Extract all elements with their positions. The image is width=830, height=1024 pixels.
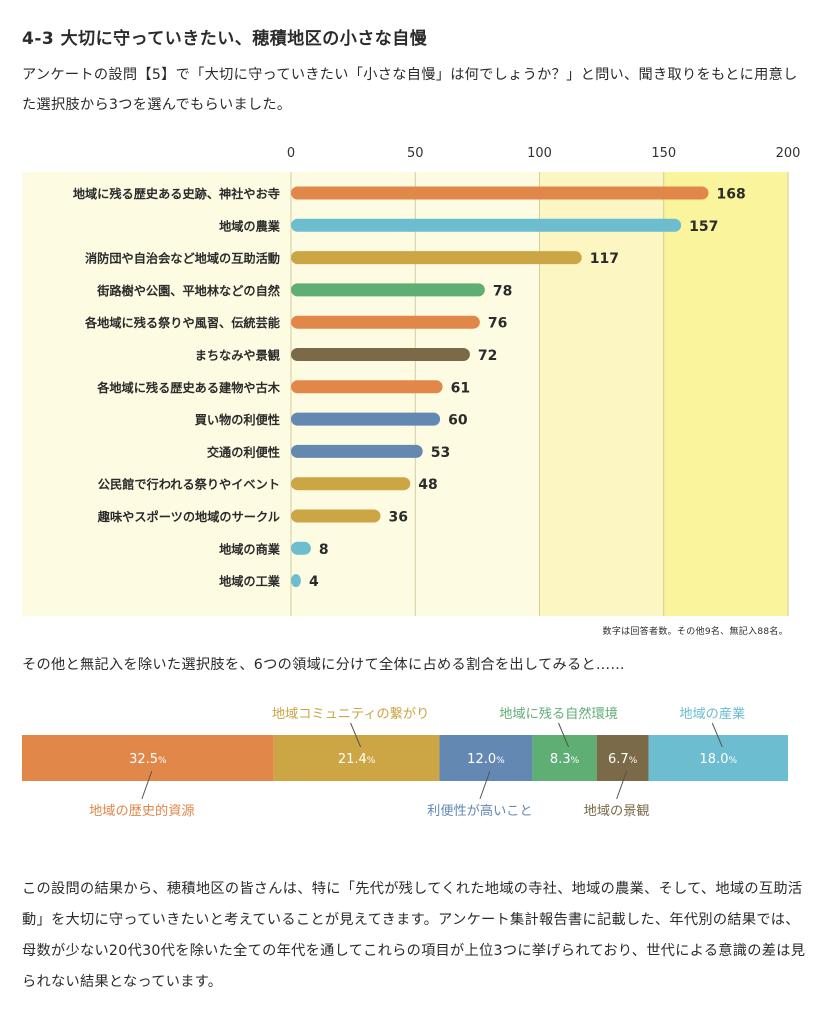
segment-value: 8.3% (550, 752, 580, 767)
category-label: 公民館で行われる祭りやイベント (98, 477, 280, 492)
stacked-share-chart: 32.5% 地域の歴史的資源 21.4% 地域コミュニティの繋がり 12.0% 利便性が高… (22, 705, 788, 819)
leader-line (616, 770, 628, 800)
bar (291, 541, 311, 555)
value-label: 117 (590, 251, 619, 267)
segment-name: 地域に残る自然環境 (499, 705, 618, 722)
category-label: 地域の商業 (219, 541, 281, 556)
bar (291, 218, 682, 232)
mid-text: その他と無記入を除いた選択肢を、6つの領域に分けて全体に占める割合を出してみると… (22, 657, 625, 673)
bar (291, 251, 582, 265)
bar (291, 477, 411, 491)
value-label: 72 (478, 348, 497, 364)
value-label: 76 (488, 316, 507, 332)
value-label: 61 (451, 380, 470, 396)
x-tick-label: 0 (287, 146, 295, 161)
bar (291, 509, 381, 523)
x-tick-label: 100 (527, 146, 552, 161)
horizontal-bar-chart: 0 50 100 150 200 地域に残る歴史ある史跡、神社やお寺 168 地域の農業 157… (22, 146, 801, 616)
intro-text: アンケートの設問【5】で「大切に守っていきたい「小さな自慢」は何でしょうか？」と… (22, 67, 798, 113)
segment-value: 32.5% (129, 752, 167, 767)
plot-band-mid (539, 172, 664, 616)
segment-value: 18.0% (700, 752, 738, 767)
category-label: 趣味やスポーツの地域のサークル (97, 509, 280, 524)
bar (291, 348, 470, 361)
value-label: 48 (418, 477, 437, 493)
plot-band-high (663, 172, 788, 616)
segment-name: 地域の産業 (679, 706, 745, 722)
segment (273, 735, 440, 781)
bar (291, 186, 709, 200)
segment (648, 735, 788, 781)
bar (291, 574, 301, 588)
segment-value: 6.7% (608, 752, 638, 767)
chart-note: 数字は回答者数。その他9名、無記入88名。 (602, 627, 788, 637)
category-label: 街路樹や公園、平地林などの自然 (96, 283, 281, 298)
segment-name: 地域の歴史的資源 (89, 803, 195, 819)
segment (439, 735, 533, 781)
page-heading: 4-3 大切に守っていきたい、穂積地区の小さな自慢 (22, 29, 428, 49)
label-panel (22, 172, 291, 616)
value-label: 78 (493, 283, 512, 299)
segment-value: 21.4% (338, 752, 376, 767)
category-label: 各地域に残る歴史ある建物や古木 (96, 380, 281, 395)
x-tick-label: 150 (651, 146, 676, 161)
x-tick-label: 50 (407, 146, 424, 161)
segment (596, 735, 649, 781)
segment (532, 735, 597, 781)
bar (291, 444, 423, 458)
value-label: 36 (388, 510, 407, 526)
leader-line (479, 770, 491, 800)
segment-name: 利便性が高いこと (427, 802, 533, 819)
bar (291, 380, 443, 394)
category-label: 買い物の利便性 (195, 412, 280, 427)
category-label: まちなみや景観 (195, 348, 281, 363)
value-label: 8 (319, 542, 329, 558)
x-tick-label: 200 (776, 146, 801, 161)
leader-line (558, 722, 570, 748)
segment-value: 12.0% (467, 752, 505, 767)
category-label: 消防団や自治会など地域の互助活動 (85, 251, 280, 266)
leader-line (711, 722, 723, 748)
category-label: 地域の農業 (219, 218, 281, 233)
segment (22, 735, 274, 781)
bar (291, 315, 480, 329)
segment-name: 地域コミュニティの繋がり (272, 706, 429, 722)
category-label: 地域の工業 (219, 574, 281, 589)
category-label: 地域に残る歴史ある史跡、神社やお寺 (73, 186, 280, 201)
leader-line (350, 722, 362, 748)
category-label: 交通の利便性 (207, 444, 280, 459)
bar (291, 412, 441, 426)
leader-line (141, 770, 153, 800)
value-label: 53 (431, 445, 450, 461)
value-label: 157 (689, 219, 718, 235)
category-label: 各地域に残る祭りや風習、伝統芸能 (84, 315, 280, 330)
segment-name: 地域の景観 (584, 802, 650, 819)
bar (291, 283, 485, 297)
value-label: 168 (716, 187, 745, 203)
value-label: 4 (309, 574, 319, 590)
value-label: 60 (448, 413, 468, 429)
conclusion-text: この設問の結果から、穂積地区の皆さんは、特に「先代が残してくれた地域の寺社、地域… (22, 881, 806, 990)
